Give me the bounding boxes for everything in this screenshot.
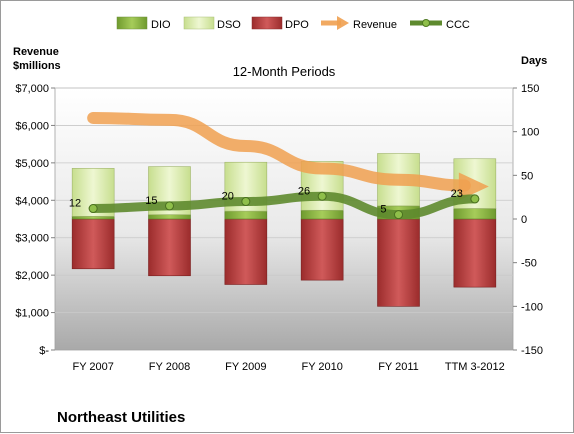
ccc-data-label: 20 [222,191,234,203]
ccc-point [470,194,480,204]
ccc-point [317,191,327,201]
legend-dso-label: DSO [217,19,241,31]
dpo-bar [224,218,268,285]
dio-bar [453,208,497,220]
chart-title: 12-Month Periods [233,64,336,79]
right-tick-label: -150 [521,345,543,357]
ccc-data-label: 26 [298,185,310,197]
ccc-point [165,201,174,211]
dio-bar [224,210,268,220]
left-axis: $- $1,000 $2,000 $3,000 $4,000 $5,000 $6,000 $7… [15,83,55,357]
right-tick-label: -100 [521,301,543,313]
right-tick-label: 50 [521,170,533,182]
category-label: FY 2007 [72,361,113,373]
legend-revenue-arrow [321,16,349,30]
revenue-series [87,111,489,201]
left-tick-label: $6,000 [15,120,49,132]
category-label: FY 2008 [149,361,190,373]
dio-bar [300,209,344,220]
ccc-point [88,204,98,214]
chart-legend: DIO DSO DPO Revenue CCC [116,16,470,31]
dio-bar [148,214,191,220]
category-label: TTM 3-2012 [445,361,505,373]
category-label: FY 2011 [378,361,419,373]
ccc-point [394,210,403,220]
dpo-bar [71,218,115,270]
left-tick-label: $5,000 [15,158,49,170]
right-axis: -150 -100 -50 0 50 100 150 [513,83,543,357]
left-tick-label: $7,000 [15,83,49,95]
right-tick-label: 0 [521,214,527,226]
left-tick-label: $4,000 [15,195,49,207]
dpo-bar [453,218,497,288]
revenue-line [87,111,471,192]
left-axis-title-line2: $millions [13,60,61,72]
dpo-bar [300,218,344,281]
legend-ccc-marker [410,19,442,27]
ccc-point [241,197,251,207]
category-label: FY 2010 [301,361,342,373]
left-tick-label: $3,000 [15,233,49,245]
left-tick-label: $2,000 [15,270,49,282]
dpo-bar [377,218,420,307]
dpo-bar [148,218,191,277]
revenue-arrowhead [458,172,489,201]
legend-dio-label: DIO [151,19,171,31]
dio-bar [71,216,115,220]
left-tick-label: $1,000 [15,308,49,320]
legend-dso-swatch [183,16,215,30]
ccc-data-label: 15 [145,195,157,207]
plot-area [54,87,514,351]
ccc-data-label: 12 [69,198,81,210]
ccc-data-label: 23 [451,188,463,200]
legend-revenue-label: Revenue [353,19,397,31]
company-name: Northeast Utilities [57,409,185,426]
ccc-data-label: 5 [380,204,386,216]
legend-dpo-label: DPO [285,19,309,31]
legend-dpo-swatch [251,16,283,30]
right-tick-label: 100 [521,127,539,139]
category-axis: FY 2007 FY 2008 FY 2009 FY 2010 FY 2011 TTM 3… [72,361,504,373]
category-label: FY 2009 [225,361,266,373]
right-tick-label: -50 [521,258,537,270]
legend-ccc-label: CCC [446,19,470,31]
left-tick-label: $- [39,345,49,357]
right-axis-title: Days [521,55,547,67]
legend-dio-swatch [116,16,148,30]
right-tick-label: 150 [521,83,539,95]
ccc-series: 12 15 20 26 5 23 [69,185,480,220]
left-axis-title-line1: Revenue [13,46,59,58]
